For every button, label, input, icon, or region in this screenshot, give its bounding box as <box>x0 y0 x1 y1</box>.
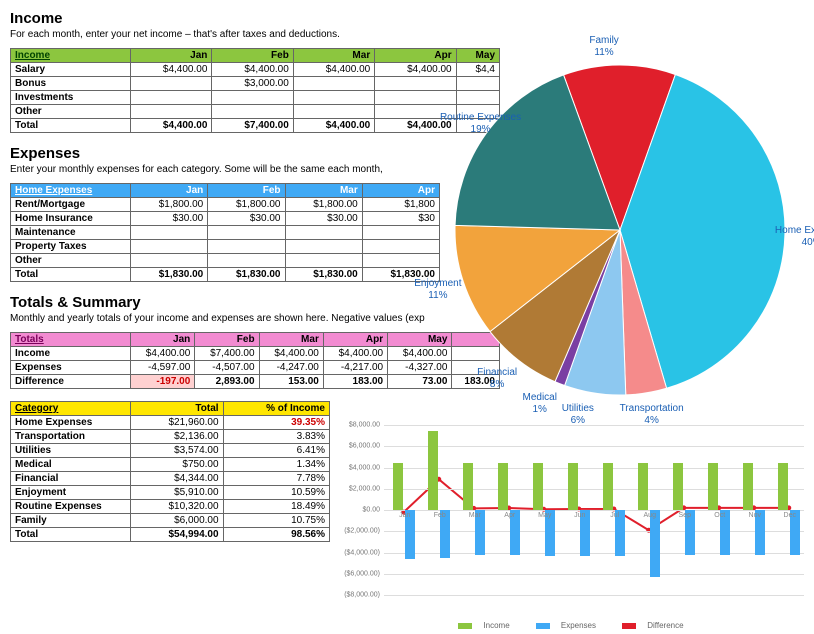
y-tick: $6,000.00 <box>349 443 380 450</box>
bar-group: Mar <box>463 425 487 595</box>
bar-group: Jan <box>393 425 417 595</box>
category-total-row: Total$54,994.0098.56% <box>11 528 330 542</box>
table-header-month: Feb <box>212 49 293 63</box>
y-tick: $0.00 <box>362 507 380 514</box>
totals-section: Totals & Summary Monthly and yearly tota… <box>10 294 804 389</box>
bar-group: Aug <box>638 425 662 595</box>
category-row: Enjoyment$5,910.0010.59% <box>11 486 330 500</box>
income-title: Income <box>10 10 804 27</box>
table-row: Salary$4,400.00$4,400.00$4,400.00$4,400.… <box>11 63 500 77</box>
bar-chart: Income Expenses Difference ($8,000.00) ($… <box>340 415 810 630</box>
expenses-title: Expenses <box>10 145 804 162</box>
category-row: Transportation$2,136.003.83% <box>11 430 330 444</box>
totals-title: Totals & Summary <box>10 294 804 311</box>
y-tick: ($4,000.00) <box>344 549 380 556</box>
table-row: Income$4,400.00$7,400.00$4,400.00$4,400.… <box>11 347 500 361</box>
table-header-month: Apr <box>323 333 387 347</box>
bar-legend: Income Expenses Difference <box>340 621 810 630</box>
table-total-row: Total$4,400.00$7,400.00$4,400.00$4,400.0… <box>11 119 500 133</box>
bar-group: Nov <box>743 425 767 595</box>
y-tick: $8,000.00 <box>349 422 380 429</box>
y-tick: $4,000.00 <box>349 464 380 471</box>
table-total-row: Total$1,830.00$1,830.00$1,830.00$1,830.0… <box>11 268 440 282</box>
table-header-month: Apr <box>375 49 456 63</box>
category-row: Financial$4,344.007.78% <box>11 472 330 486</box>
table-row: Bonus$3,000.00 <box>11 77 500 91</box>
expenses-subtitle: Enter your monthly expenses for each cat… <box>10 164 804 175</box>
bar-group: Oct <box>708 425 732 595</box>
table-row: Other <box>11 254 440 268</box>
y-tick: ($2,000.00) <box>344 528 380 535</box>
table-header-month <box>452 333 500 347</box>
income-subtitle: For each month, enter your net income – … <box>10 29 804 40</box>
category-table: CategoryTotal% of Income Home Expenses$2… <box>10 401 330 542</box>
table-header-label: Home Expenses <box>11 184 131 198</box>
income-section: Income For each month, enter your net in… <box>10 10 804 133</box>
table-header-month: Feb <box>195 333 259 347</box>
table-header-month: Mar <box>259 333 323 347</box>
expenses-table: Home ExpensesJanFebMarApr Rent/Mortgage$… <box>10 183 440 282</box>
bar-group: Jul <box>603 425 627 595</box>
y-tick: ($8,000.00) <box>344 592 380 599</box>
table-header-month: Mar <box>285 184 362 198</box>
table-row: Other <box>11 105 500 119</box>
table-row: Investments <box>11 91 500 105</box>
category-row: Routine Expenses$10,320.0018.49% <box>11 500 330 514</box>
table-header-month: Jan <box>131 333 195 347</box>
category-row: Home Expenses$21,960.0039.35% <box>11 416 330 430</box>
table-header-month: May <box>388 333 452 347</box>
y-tick: $2,000.00 <box>349 485 380 492</box>
table-header-month: Jan <box>131 184 208 198</box>
table-diff-row: Difference-197.002,893.00153.00183.0073.… <box>11 375 500 389</box>
table-header-month: Mar <box>293 49 374 63</box>
bar-group: Feb <box>428 425 452 595</box>
totals-subtitle: Monthly and yearly totals of your income… <box>10 313 804 324</box>
category-row: Family$6,000.0010.75% <box>11 514 330 528</box>
table-header-label: Income <box>11 49 131 63</box>
table-header-label: Totals <box>11 333 131 347</box>
bar-group: Sep <box>673 425 697 595</box>
table-header-month: May <box>456 49 499 63</box>
table-row: Expenses-4,597.00-4,507.00-4,247.00-4,21… <box>11 361 500 375</box>
table-row: Home Insurance$30.00$30.00$30.00$30 <box>11 212 440 226</box>
bar-group: May <box>533 425 557 595</box>
bar-group: Dec <box>778 425 802 595</box>
table-row: Property Taxes <box>11 240 440 254</box>
category-row: Utilities$3,574.006.41% <box>11 444 330 458</box>
totals-table: TotalsJanFebMarAprMay Income$4,400.00$7,… <box>10 332 500 389</box>
table-row: Maintenance <box>11 226 440 240</box>
y-tick: ($6,000.00) <box>344 570 380 577</box>
table-header-month: Apr <box>362 184 439 198</box>
expenses-section: Expenses Enter your monthly expenses for… <box>10 145 804 282</box>
table-row: Rent/Mortgage$1,800.00$1,800.00$1,800.00… <box>11 198 440 212</box>
bar-group: Apr <box>498 425 522 595</box>
income-table: IncomeJanFebMarAprMay Salary$4,400.00$4,… <box>10 48 500 133</box>
category-row: Medical$750.001.34% <box>11 458 330 472</box>
bar-group: Jun <box>568 425 592 595</box>
table-header-month: Feb <box>208 184 285 198</box>
table-header-month: Jan <box>131 49 212 63</box>
